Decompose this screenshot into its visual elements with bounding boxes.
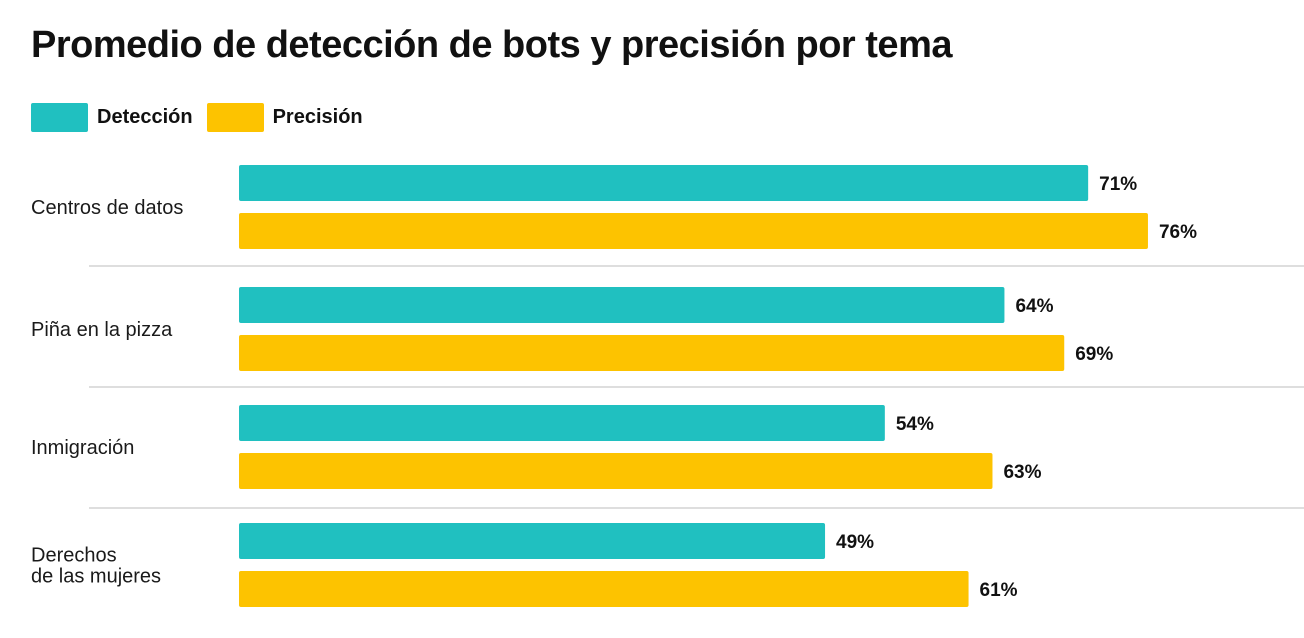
bar-precision: [239, 571, 969, 607]
value-label: 64%: [1015, 296, 1053, 317]
bar-precision: [239, 453, 993, 489]
bar-deteccion: [239, 287, 1005, 323]
category-label: Centros de datos: [31, 197, 183, 219]
value-label: 61%: [980, 580, 1018, 601]
legend-swatch-precision: [206, 103, 264, 132]
value-label: 49%: [836, 532, 874, 553]
category-label: Derechos: [31, 545, 117, 567]
legend: Detección Precisión: [31, 103, 377, 132]
value-label: 76%: [1159, 222, 1197, 243]
value-label: 63%: [1003, 462, 1041, 483]
bar-precision: [239, 335, 1065, 371]
value-label: 54%: [896, 414, 934, 435]
category-label: Inmigración: [31, 437, 134, 459]
legend-swatch-deteccion: [31, 103, 88, 132]
bar-deteccion: [239, 165, 1089, 201]
legend-label-deteccion: Detección: [97, 106, 193, 128]
value-label: 69%: [1075, 344, 1113, 365]
bar-deteccion: [239, 523, 826, 559]
legend-item-precision: Precisión: [206, 103, 363, 132]
legend-item-deteccion: Detección: [31, 103, 193, 132]
bar-deteccion: [239, 405, 885, 441]
category-label: de las mujeres: [31, 566, 161, 588]
chart-title: Promedio de detección de bots y precisió…: [31, 24, 953, 66]
value-label: 71%: [1099, 174, 1137, 195]
legend-label-precision: Precisión: [272, 106, 363, 128]
bar-precision: [239, 213, 1148, 249]
category-label: Piña en la pizza: [31, 319, 173, 341]
